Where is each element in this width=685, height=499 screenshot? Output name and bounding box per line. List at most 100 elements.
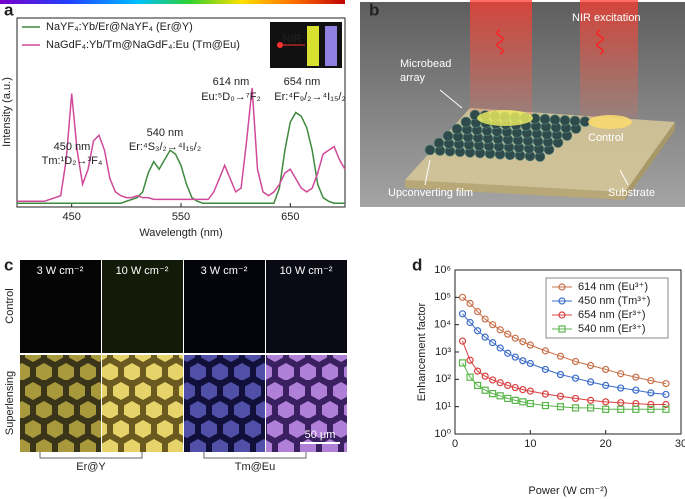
spectrum-bar [0, 0, 345, 4]
series-line [462, 340, 666, 405]
data-point [571, 404, 580, 412]
data-point [458, 359, 467, 367]
panel-label: c [4, 255, 13, 274]
data-point [647, 376, 655, 385]
data-point [662, 400, 670, 409]
data-point [504, 330, 512, 338]
data-point [617, 384, 625, 392]
data-point [662, 405, 670, 413]
annotation: 654 nm [284, 76, 321, 88]
data-point [571, 374, 580, 382]
data-point [474, 367, 482, 375]
annotation: 614 nm [213, 76, 250, 88]
substrate-label: Substrate [608, 187, 655, 199]
data-point [662, 379, 670, 388]
schematic: b NIR excitation Microbead array Control… [360, 0, 685, 207]
data-point [489, 321, 497, 329]
data-point [586, 361, 595, 370]
annotation: 450 nm [54, 141, 91, 153]
column-label: 3 W cm⁻² [201, 265, 248, 277]
legend-label: NaGdF₄:Yb/Tm@NaGdF₄:Eu (Tm@Eu) [46, 39, 240, 51]
data-point [489, 376, 497, 384]
legend-box [545, 277, 669, 339]
x-tick-label: 450 [62, 211, 80, 223]
y-tick-label: 10² [435, 373, 451, 385]
data-point [496, 326, 504, 334]
y-axis-label: Enhancement factor [416, 302, 428, 401]
data-point [481, 372, 489, 380]
data-point [458, 293, 467, 301]
data-point [586, 396, 595, 404]
panel-label: d [412, 255, 422, 274]
x-tick-label: 30 [675, 438, 685, 450]
data-point [511, 396, 519, 404]
data-point [481, 386, 489, 394]
data-point [504, 394, 512, 403]
data-point [466, 356, 474, 364]
series-line [17, 111, 345, 204]
data-point [617, 405, 625, 413]
data-point [632, 386, 640, 394]
data-point [556, 392, 565, 400]
data-point [556, 403, 565, 411]
annotation: Er:⁴F₉/₂→⁴I₁₅/₂ [274, 91, 345, 103]
x-tick-label: 0 [452, 438, 458, 450]
x-tick-label: 10 [524, 438, 536, 450]
data-point [519, 386, 527, 394]
annotation: Er:⁴S₃/₂→⁴I₁₅/₂ [129, 141, 201, 153]
data-point [647, 400, 655, 409]
y-tick-label: 10⁵ [434, 291, 451, 303]
legend-label: 450 nm (Tm³⁺) [578, 295, 650, 307]
legend-label: NaYF₄:Yb/Er@NaYF₄ (Er@Y) [46, 21, 193, 33]
data-point [556, 352, 565, 360]
x-tick-label: 650 [281, 211, 299, 223]
control-label: Control [588, 132, 623, 144]
data-point [466, 299, 474, 307]
series-line [17, 87, 346, 203]
y-axis-label: Intensity (a.u.) [1, 77, 13, 147]
data-point [466, 318, 474, 327]
data-point [474, 327, 482, 335]
y-tick-label: 10⁶ [434, 264, 451, 276]
y-tick-label: 10¹ [435, 401, 451, 413]
column-label: 3 W cm⁻² [37, 265, 84, 277]
data-point [541, 401, 550, 410]
data-point [511, 383, 519, 392]
y-tick-label: 10⁰ [434, 428, 451, 440]
data-point [511, 353, 519, 361]
data-point [489, 339, 497, 347]
legend-label: 540 nm (Er³⁺) [578, 323, 646, 335]
data-point [602, 398, 610, 406]
data-point [496, 344, 504, 352]
data-point [647, 405, 655, 413]
data-point [466, 373, 474, 381]
data-point [602, 365, 610, 374]
data-point [526, 387, 534, 395]
column-label: 10 W cm⁻² [116, 265, 169, 277]
array-label: Microbead [400, 58, 451, 70]
data-point [586, 378, 595, 386]
row-label: Superlensing [4, 371, 16, 435]
data-point [474, 308, 482, 316]
micrographs: c 50 μm 3 W cm⁻² 10 W cm⁻² 3 W cm⁻² 10 W… [4, 255, 347, 473]
scale-bar-label: 50 μm [305, 429, 336, 441]
annotation: Tm:¹D₂→³F₄ [42, 155, 103, 167]
data-point [458, 310, 467, 318]
series-line [462, 296, 666, 385]
data-point [602, 405, 610, 413]
row-label: Control [4, 288, 16, 323]
inset-text: NIR [283, 33, 302, 45]
legend-marker [558, 325, 566, 333]
data-point [632, 373, 640, 381]
legend-marker [558, 283, 566, 291]
x-axis-label: Wavelength (nm) [139, 227, 222, 239]
data-point [526, 399, 534, 408]
data-point [458, 337, 467, 345]
data-point [526, 359, 534, 368]
data-point [556, 370, 565, 379]
series-line [462, 313, 666, 395]
data-point [496, 379, 504, 387]
legend-marker [558, 311, 566, 319]
data-point [586, 404, 595, 412]
